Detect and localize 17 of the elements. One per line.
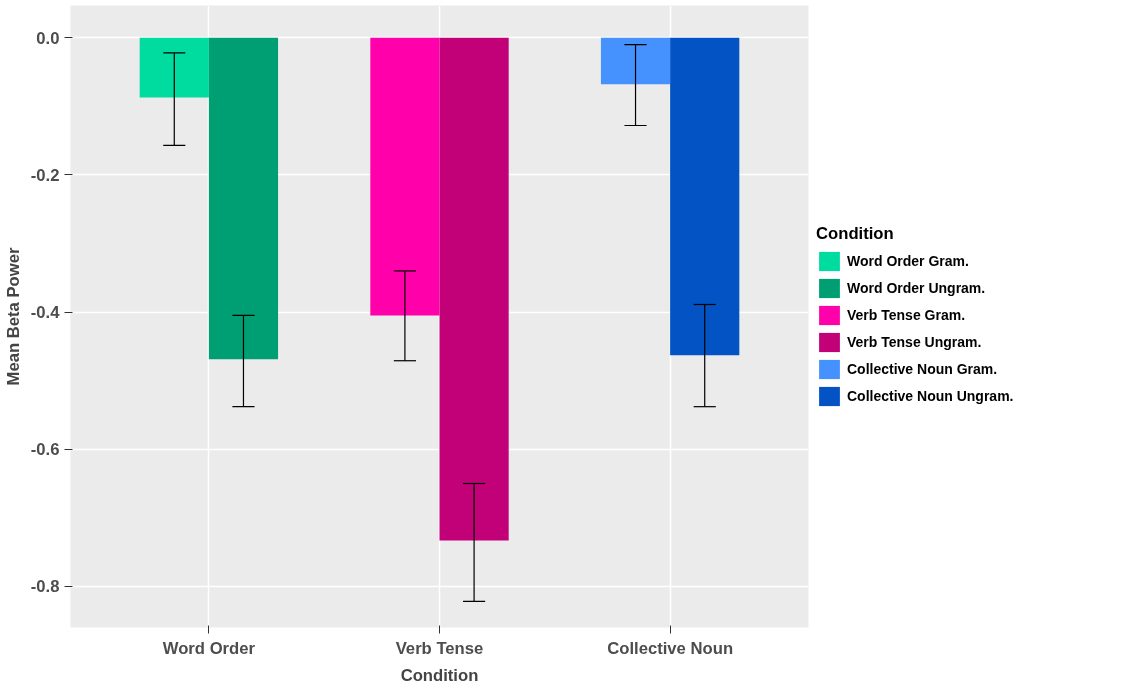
legend-label: Collective Noun Gram. — [847, 361, 998, 377]
legend-label: Verb Tense Gram. — [847, 307, 966, 323]
legend-label: Word Order Ungram. — [847, 280, 986, 296]
legend-label: Verb Tense Ungram. — [847, 334, 982, 350]
y-tick-label: -0.8 — [30, 577, 60, 597]
legend-title: Condition — [816, 224, 895, 244]
y-tick-label: 0.0 — [36, 28, 60, 48]
y-tick-label: -0.4 — [30, 303, 61, 323]
y-axis-title: Mean Beta Power — [3, 247, 23, 386]
x-tick-label: Verb Tense — [395, 638, 484, 658]
x-tick-label: Collective Noun — [607, 638, 734, 658]
legend-label: Word Order Gram. — [847, 253, 969, 269]
y-tick-label: -0.2 — [30, 165, 60, 185]
y-tick-label: -0.6 — [30, 440, 60, 460]
x-axis-title: Condition — [400, 665, 479, 685]
x-tick-label: Word Order — [162, 638, 256, 658]
legend-label: Collective Noun Ungram. — [847, 388, 1014, 404]
